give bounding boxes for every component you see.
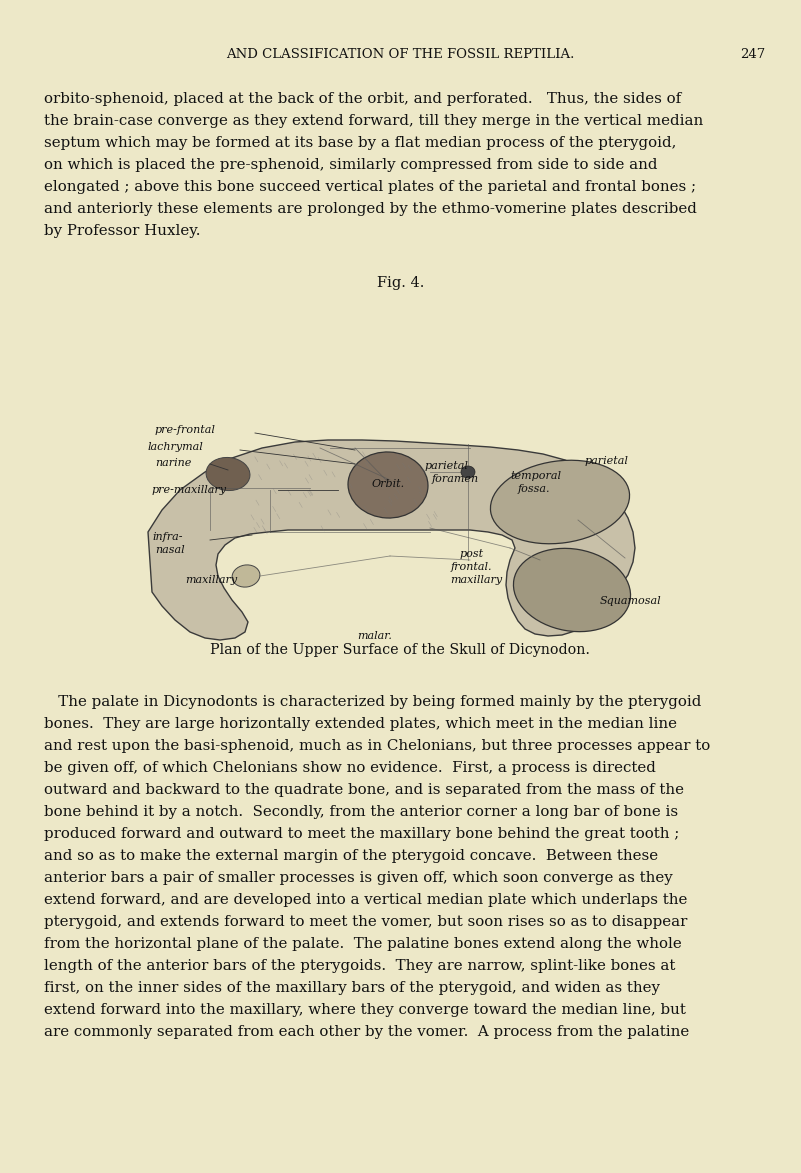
- Text: produced forward and outward to meet the maxillary bone behind the great tooth ;: produced forward and outward to meet the…: [44, 827, 679, 841]
- Text: frontal.: frontal.: [451, 562, 493, 572]
- Text: Orbit.: Orbit.: [372, 479, 405, 489]
- Text: extend forward into the maxillary, where they converge toward the median line, b: extend forward into the maxillary, where…: [44, 1003, 686, 1017]
- Text: elongated ; above this bone succeed vertical plates of the parietal and frontal : elongated ; above this bone succeed vert…: [44, 179, 696, 194]
- Text: from the horizontal plane of the palate.  The palatine bones extend along the wh: from the horizontal plane of the palate.…: [44, 937, 682, 951]
- Text: extend forward, and are developed into a vertical median plate which underlaps t: extend forward, and are developed into a…: [44, 893, 687, 907]
- Text: temporal: temporal: [510, 472, 561, 481]
- Text: outward and backward to the quadrate bone, and is separated from the mass of the: outward and backward to the quadrate bon…: [44, 784, 684, 796]
- Text: are commonly separated from each other by the vomer.  A process from the palatin: are commonly separated from each other b…: [44, 1025, 689, 1039]
- Text: maxillary: maxillary: [450, 575, 502, 585]
- Text: be given off, of which Chelonians show no evidence.  First, a process is directe: be given off, of which Chelonians show n…: [44, 761, 656, 775]
- Text: parietal: parietal: [425, 461, 469, 472]
- Text: and so as to make the external margin of the pterygoid concave.  Between these: and so as to make the external margin of…: [44, 849, 658, 863]
- Text: pre-maxillary: pre-maxillary: [152, 484, 227, 495]
- Polygon shape: [148, 440, 635, 640]
- Ellipse shape: [513, 548, 630, 631]
- Text: and rest upon the basi-sphenoid, much as in Chelonians, but three processes appe: and rest upon the basi-sphenoid, much as…: [44, 739, 710, 753]
- Text: lachrymal: lachrymal: [148, 442, 203, 452]
- Text: septum which may be formed at its base by a flat median process of the pterygoid: septum which may be formed at its base b…: [44, 136, 676, 150]
- Text: bones.  They are large horizontally extended plates, which meet in the median li: bones. They are large horizontally exten…: [44, 717, 677, 731]
- Text: nasal: nasal: [155, 545, 184, 555]
- Text: post: post: [460, 549, 484, 560]
- Ellipse shape: [348, 452, 428, 518]
- Text: bone behind it by a notch.  Secondly, from the anterior corner a long bar of bon: bone behind it by a notch. Secondly, fro…: [44, 805, 678, 819]
- Text: and anteriorly these elements are prolonged by the ethmo-vomerine plates describ: and anteriorly these elements are prolon…: [44, 202, 697, 216]
- Ellipse shape: [461, 466, 475, 479]
- Ellipse shape: [206, 457, 250, 490]
- Text: 247: 247: [740, 48, 765, 61]
- Text: length of the anterior bars of the pterygoids.  They are narrow, splint-like bon: length of the anterior bars of the ptery…: [44, 960, 675, 972]
- Text: fossa.: fossa.: [518, 484, 550, 494]
- Text: pterygoid, and extends forward to meet the vomer, but soon rises so as to disapp: pterygoid, and extends forward to meet t…: [44, 915, 687, 929]
- Text: the brain-case converge as they extend forward, till they merge in the vertical : the brain-case converge as they extend f…: [44, 114, 703, 128]
- Text: orbito-sphenoid, placed at the back of the orbit, and perforated.   Thus, the si: orbito-sphenoid, placed at the back of t…: [44, 91, 681, 106]
- Text: malar.: malar.: [357, 631, 392, 640]
- Text: on which is placed the pre-sphenoid, similarly compressed from side to side and: on which is placed the pre-sphenoid, sim…: [44, 158, 658, 172]
- Ellipse shape: [490, 460, 630, 544]
- Text: by Professor Huxley.: by Professor Huxley.: [44, 224, 200, 238]
- Text: infra-: infra-: [152, 533, 183, 542]
- Text: first, on the inner sides of the maxillary bars of the pterygoid, and widen as t: first, on the inner sides of the maxilla…: [44, 981, 660, 995]
- Text: narine: narine: [155, 457, 191, 468]
- Text: maxillary: maxillary: [185, 575, 237, 585]
- Ellipse shape: [232, 565, 260, 588]
- Text: parietal: parietal: [585, 456, 629, 466]
- Text: Plan of the Upper Surface of the Skull of Dicynodon.: Plan of the Upper Surface of the Skull o…: [211, 643, 590, 657]
- Text: The palate in Dicynodonts is characterized by being formed mainly by the pterygo: The palate in Dicynodonts is characteriz…: [44, 694, 702, 708]
- Text: foramen: foramen: [432, 474, 479, 484]
- Text: Squamosal: Squamosal: [600, 596, 662, 606]
- Text: anterior bars a pair of smaller processes is given off, which soon converge as t: anterior bars a pair of smaller processe…: [44, 872, 673, 884]
- Text: AND CLASSIFICATION OF THE FOSSIL REPTILIA.: AND CLASSIFICATION OF THE FOSSIL REPTILI…: [227, 48, 574, 61]
- Text: Fig. 4.: Fig. 4.: [376, 276, 425, 290]
- Text: pre-frontal: pre-frontal: [155, 425, 216, 435]
